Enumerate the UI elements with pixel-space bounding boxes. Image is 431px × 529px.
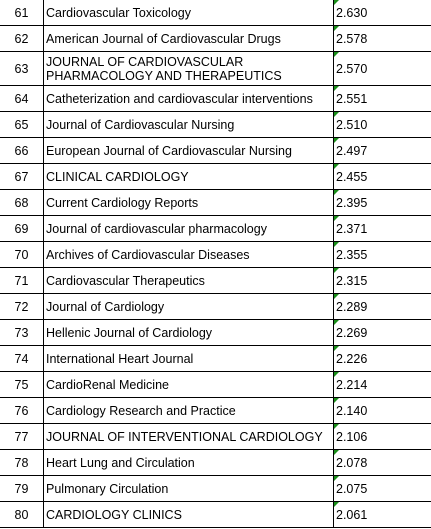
rank-cell[interactable]: 76 [0,397,44,424]
table-row: 76 Cardiology Research and Practice 2.14… [0,397,431,424]
table-row: 61 Cardiovascular Toxicology 2.630 [0,0,431,26]
table-row: 73 Hellenic Journal of Cardiology 2.269 [0,319,431,346]
rank-cell[interactable]: 77 [0,423,44,450]
impact-factor-cell[interactable]: 2.570 [333,51,431,86]
rank-cell[interactable]: 74 [0,345,44,372]
table-row: 65 Journal of Cardiovascular Nursing 2.5… [0,111,431,138]
table-row: 66 European Journal of Cardiovascular Nu… [0,137,431,164]
journal-name-cell[interactable]: CardioRenal Medicine [43,371,334,398]
rank-cell[interactable]: 61 [0,0,44,26]
table-row: 72 Journal of Cardiology 2.289 [0,293,431,320]
journal-name-cell[interactable]: Cardiovascular Toxicology [43,0,334,26]
rank-cell[interactable]: 63 [0,51,44,86]
impact-factor-cell[interactable]: 2.315 [333,267,431,294]
table-row: 74 International Heart Journal 2.226 [0,345,431,372]
journal-name-cell[interactable]: International Heart Journal [43,345,334,372]
journal-name-cell[interactable]: JOURNAL OF CARDIOVASCULAR PHARMACOLOGY A… [43,51,334,86]
journal-name-cell[interactable]: American Journal of Cardiovascular Drugs [43,25,334,52]
table-row: 69 Journal of cardiovascular pharmacolog… [0,215,431,242]
journal-name-cell[interactable]: Archives of Cardiovascular Diseases [43,241,334,268]
impact-factor-cell[interactable]: 2.289 [333,293,431,320]
table-row: 67 CLINICAL CARDIOLOGY 2.455 [0,163,431,190]
impact-factor-cell[interactable]: 2.497 [333,137,431,164]
journal-name-cell[interactable]: Catheterization and cardiovascular inter… [43,85,334,112]
impact-factor-cell[interactable]: 2.355 [333,241,431,268]
table-row: 80 CARDIOLOGY CLINICS 2.061 [0,501,431,528]
impact-factor-cell[interactable]: 2.061 [333,501,431,528]
table-row: 79 Pulmonary Circulation 2.075 [0,475,431,502]
rank-cell[interactable]: 62 [0,25,44,52]
journal-name-cell[interactable]: Current Cardiology Reports [43,189,334,216]
journal-name-cell[interactable]: Hellenic Journal of Cardiology [43,319,334,346]
rank-cell[interactable]: 66 [0,137,44,164]
impact-factor-cell[interactable]: 2.075 [333,475,431,502]
rank-cell[interactable]: 80 [0,501,44,528]
rank-cell[interactable]: 73 [0,319,44,346]
rank-cell[interactable]: 75 [0,371,44,398]
impact-factor-cell[interactable]: 2.106 [333,423,431,450]
table-row: 64 Catheterization and cardiovascular in… [0,85,431,112]
journal-name-cell[interactable]: Journal of cardiovascular pharmacology [43,215,334,242]
table-row: 75 CardioRenal Medicine 2.214 [0,371,431,398]
table-row: 71 Cardiovascular Therapeutics 2.315 [0,267,431,294]
rank-cell[interactable]: 70 [0,241,44,268]
journal-name-cell[interactable]: Heart Lung and Circulation [43,449,334,476]
rank-cell[interactable]: 65 [0,111,44,138]
journal-name-cell[interactable]: Cardiology Research and Practice [43,397,334,424]
table-row: 62 American Journal of Cardiovascular Dr… [0,25,431,52]
journal-name-cell[interactable]: CLINICAL CARDIOLOGY [43,163,334,190]
rank-cell[interactable]: 64 [0,85,44,112]
table-row: 70 Archives of Cardiovascular Diseases 2… [0,241,431,268]
impact-factor-cell[interactable]: 2.214 [333,371,431,398]
journal-name-cell[interactable]: Journal of Cardiology [43,293,334,320]
impact-factor-cell[interactable]: 2.578 [333,25,431,52]
rank-cell[interactable]: 79 [0,475,44,502]
rank-cell[interactable]: 68 [0,189,44,216]
journal-name-cell[interactable]: Journal of Cardiovascular Nursing [43,111,334,138]
table-row: 77 JOURNAL OF INTERVENTIONAL CARDIOLOGY … [0,423,431,450]
journal-name-cell[interactable]: JOURNAL OF INTERVENTIONAL CARDIOLOGY [43,423,334,450]
impact-factor-cell[interactable]: 2.371 [333,215,431,242]
impact-factor-cell[interactable]: 2.226 [333,345,431,372]
rank-cell[interactable]: 67 [0,163,44,190]
journal-name-cell[interactable]: CARDIOLOGY CLINICS [43,501,334,528]
rank-cell[interactable]: 69 [0,215,44,242]
impact-factor-cell[interactable]: 2.140 [333,397,431,424]
journal-name-cell[interactable]: Cardiovascular Therapeutics [43,267,334,294]
impact-factor-cell[interactable]: 2.269 [333,319,431,346]
journal-name-cell[interactable]: European Journal of Cardiovascular Nursi… [43,137,334,164]
impact-factor-cell[interactable]: 2.551 [333,85,431,112]
journal-name-cell[interactable]: Pulmonary Circulation [43,475,334,502]
table-row: 68 Current Cardiology Reports 2.395 [0,189,431,216]
table-row: 63 JOURNAL OF CARDIOVASCULAR PHARMACOLOG… [0,51,431,86]
rank-cell[interactable]: 72 [0,293,44,320]
impact-factor-cell[interactable]: 2.510 [333,111,431,138]
impact-factor-cell[interactable]: 2.455 [333,163,431,190]
rank-cell[interactable]: 71 [0,267,44,294]
table-row: 78 Heart Lung and Circulation 2.078 [0,449,431,476]
impact-factor-cell[interactable]: 2.395 [333,189,431,216]
impact-factor-cell[interactable]: 2.630 [333,0,431,26]
rank-cell[interactable]: 78 [0,449,44,476]
impact-factor-cell[interactable]: 2.078 [333,449,431,476]
